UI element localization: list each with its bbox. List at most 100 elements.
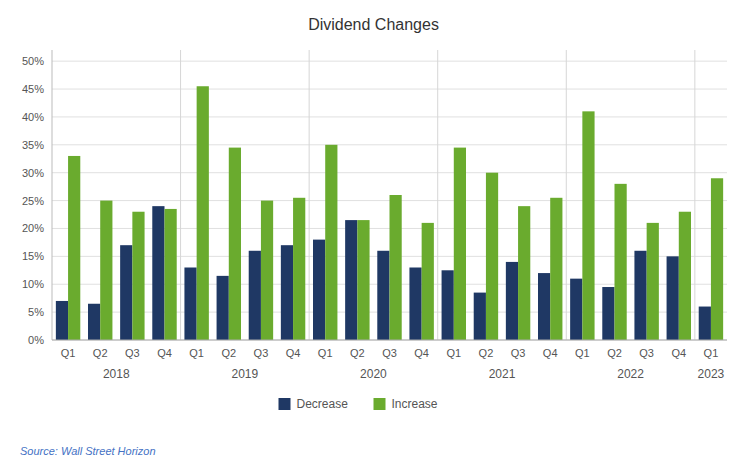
bar [293,198,305,340]
y-tick-label: 50% [22,55,44,67]
x-tick-label: Q4 [671,347,686,359]
bar [325,145,337,340]
bar [100,201,112,340]
bar [679,212,691,340]
x-tick-label: Q1 [61,347,76,359]
y-axis-line [52,50,53,340]
bar [377,251,389,340]
year-label: 2022 [617,367,644,381]
bar [550,198,562,340]
y-tick-label: 35% [22,139,44,151]
bar [647,223,659,340]
year-label: 2018 [103,367,130,381]
bar [486,173,498,340]
bar [197,86,209,340]
bar [165,209,177,340]
x-tick-label: Q1 [704,347,719,359]
x-tick-label: Q1 [575,347,590,359]
bar [357,220,369,340]
bar [249,251,261,340]
bar [261,201,273,340]
bar [345,220,357,340]
bar [56,301,68,340]
y-tick-label: 20% [22,222,44,234]
bar [184,268,196,341]
group-separator [309,50,310,340]
chart: Dividend Changes0%5%10%15%20%25%30%35%40… [0,0,747,469]
x-tick-label: Q1 [318,347,333,359]
x-tick-label: Q3 [511,347,526,359]
bar [217,276,229,340]
bar [711,178,723,340]
bar [313,240,325,340]
bar [422,223,434,340]
bar [152,206,164,340]
grid [52,61,727,340]
bar [634,251,646,340]
year-label: 2023 [698,367,725,381]
bar [474,293,486,340]
y-tick-label: 10% [22,278,44,290]
x-tick-label: Q3 [125,347,140,359]
separators [181,50,695,340]
x-tick-label: Q4 [543,347,558,359]
bar [120,245,132,340]
x-tick-label: Q1 [189,347,204,359]
x-axis-line [52,340,727,341]
group-separator [694,50,695,340]
bar [615,184,627,340]
bar [68,156,80,340]
bar [132,212,144,340]
bar [602,287,614,340]
bar [518,206,530,340]
x-tick-label: Q2 [607,347,622,359]
bar [442,270,454,340]
bar [582,111,594,340]
bar [454,148,466,340]
x-tick-label: Q4 [414,347,429,359]
group-separator [437,50,438,340]
y-tick-label: 40% [22,111,44,123]
y-tick-label: 30% [22,167,44,179]
bar [699,307,711,340]
grid-line [52,89,727,90]
bar [281,245,293,340]
year-label: 2021 [489,367,516,381]
x-tick-label: Q3 [639,347,654,359]
x-tick-label: Q2 [93,347,108,359]
y-tick-label: 45% [22,83,44,95]
grid-line [52,61,727,62]
bar [570,279,582,340]
legend-label: Increase [392,397,438,411]
x-tick-label: Q1 [446,347,461,359]
x-tick-label: Q4 [157,347,172,359]
year-label: 2019 [232,367,259,381]
bar [229,148,241,340]
source: Source: Wall Street Horizon [20,445,156,457]
x-tick-label: Q2 [350,347,365,359]
y-tick-label: 25% [22,195,44,207]
legend-swatch [279,398,291,410]
legend: Decrease Increase [279,397,438,411]
grid-line [52,172,727,173]
x-tick-label: Q2 [221,347,236,359]
x-tick-label: Q3 [254,347,269,359]
legend-label: Decrease [297,397,349,411]
bars [56,86,723,340]
grid-line [52,144,727,145]
bar [88,304,100,340]
grid-line [52,116,727,117]
group-separator [566,50,567,340]
bar [506,262,518,340]
x-tick-label: Q3 [382,347,397,359]
y-tick-label: 5% [28,306,44,318]
year-label: 2020 [360,367,387,381]
title: Dividend Changes [308,16,439,33]
x-tick-label: Q4 [286,347,301,359]
legend-swatch [374,398,386,410]
bar [538,273,550,340]
bar [390,195,402,340]
bar [667,256,679,340]
group-separator [180,50,181,340]
grid-line [52,340,727,341]
